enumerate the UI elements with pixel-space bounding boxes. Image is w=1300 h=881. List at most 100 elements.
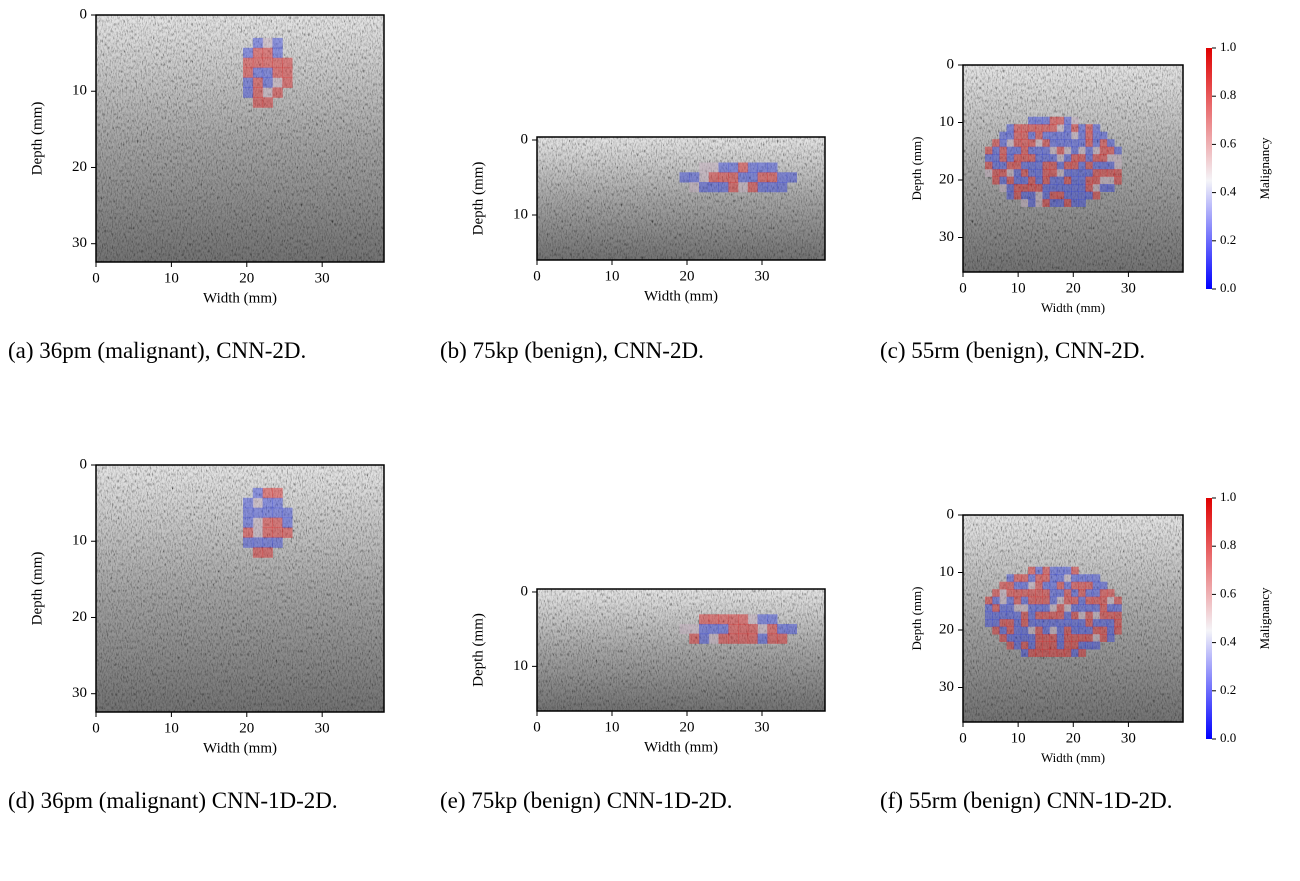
heatmap-cell bbox=[1035, 169, 1043, 178]
heatmap-cell bbox=[1006, 176, 1015, 185]
heatmap-cell bbox=[777, 182, 788, 193]
caption: (e) 75kp (benign) CNN-1D-2D. bbox=[440, 788, 733, 813]
heatmap-cell bbox=[1106, 161, 1115, 170]
heatmap-cell bbox=[1028, 191, 1036, 200]
heatmap-cell bbox=[1071, 116, 1079, 125]
heatmap-cell bbox=[1028, 169, 1036, 178]
y-tick-label: 30 bbox=[72, 685, 87, 701]
heatmap-cell bbox=[786, 172, 797, 183]
heatmap-cell bbox=[1078, 648, 1086, 657]
x-tick-label: 10 bbox=[1011, 730, 1026, 746]
heatmap-cell bbox=[272, 537, 283, 548]
heatmap-cell bbox=[1063, 169, 1072, 178]
heatmap-cell bbox=[1078, 198, 1086, 207]
heatmap-cell bbox=[1092, 619, 1101, 628]
heatmap-cell bbox=[1085, 581, 1094, 590]
y-tick-label: 0 bbox=[947, 506, 955, 522]
heatmap-cell bbox=[282, 517, 293, 529]
heatmap-cell bbox=[1092, 161, 1101, 170]
heatmap-cell bbox=[1020, 198, 1029, 207]
heatmap-cell bbox=[992, 604, 1000, 613]
heatmap-cell bbox=[1006, 146, 1015, 155]
heatmap-cell bbox=[1020, 154, 1029, 163]
heatmap-cell bbox=[699, 172, 710, 183]
heatmap-cell bbox=[777, 623, 788, 635]
heatmap-cell bbox=[1020, 124, 1029, 133]
x-tick-label: 30 bbox=[1121, 730, 1136, 746]
heatmap-cell bbox=[1078, 611, 1086, 620]
heatmap-cell bbox=[1035, 124, 1043, 133]
heatmap-cell bbox=[1028, 184, 1036, 192]
heatmap-cell bbox=[1063, 589, 1072, 598]
heatmap-cell bbox=[999, 184, 1008, 192]
heatmap-cell bbox=[1049, 184, 1058, 192]
heatmap-cell bbox=[1071, 131, 1079, 140]
y-tick-label: 10 bbox=[72, 533, 87, 549]
heatmap-cell bbox=[1078, 169, 1086, 178]
heatmap-cell bbox=[738, 614, 749, 625]
heatmap-cell bbox=[262, 97, 273, 108]
heatmap-cell bbox=[1035, 648, 1043, 657]
heatmap-cell bbox=[1071, 176, 1079, 185]
heatmap-cell bbox=[718, 623, 729, 635]
heatmap-cell bbox=[1056, 611, 1065, 620]
heatmap-cell bbox=[1078, 176, 1086, 185]
heatmap-cell bbox=[1092, 131, 1101, 140]
y-tick-label: 10 bbox=[513, 658, 528, 674]
heatmap-cell bbox=[1020, 176, 1029, 185]
heatmap-cell bbox=[1071, 574, 1079, 583]
heatmap-cell bbox=[1020, 596, 1029, 605]
heatmap-cell bbox=[1020, 604, 1029, 613]
heatmap-cell bbox=[757, 162, 768, 173]
x-axis-label: Width (mm) bbox=[203, 740, 277, 756]
heatmap-cell bbox=[1078, 146, 1086, 155]
heatmap-cell bbox=[1114, 146, 1122, 155]
heatmap-cell bbox=[1085, 169, 1094, 178]
heatmap-cell bbox=[708, 182, 719, 193]
heatmap-cell bbox=[262, 67, 273, 79]
heatmap-cell bbox=[1071, 648, 1079, 657]
heatmap-cell bbox=[728, 623, 739, 635]
heatmap-cell bbox=[767, 623, 778, 635]
heatmap-cell bbox=[1071, 634, 1079, 642]
heatmap-cell bbox=[1056, 648, 1065, 657]
heatmap-cell bbox=[272, 37, 283, 49]
heatmap-cell bbox=[1063, 154, 1072, 163]
heatmap-cell bbox=[1085, 139, 1094, 148]
heatmap-cell bbox=[757, 623, 768, 635]
heatmap-cell bbox=[282, 57, 293, 69]
heatmap-cell bbox=[1035, 619, 1043, 628]
heatmap-cell bbox=[992, 139, 1000, 148]
heatmap-cell bbox=[1092, 139, 1101, 148]
heatmap-cell bbox=[679, 623, 690, 635]
heatmap-cell bbox=[1071, 124, 1079, 133]
heatmap-cell bbox=[252, 57, 264, 69]
heatmap-cell bbox=[1092, 146, 1101, 155]
heatmap-cell bbox=[985, 154, 993, 163]
y-axis-label: Depth (mm) bbox=[909, 137, 924, 201]
heatmap-cell bbox=[1092, 589, 1101, 598]
heatmap-cell bbox=[1020, 191, 1029, 200]
heatmap-cell bbox=[1056, 626, 1065, 635]
y-axis-label: Depth (mm) bbox=[29, 102, 45, 176]
heatmap-cell bbox=[1042, 198, 1051, 207]
heatmap-cell bbox=[1056, 198, 1065, 207]
heatmap-cell bbox=[272, 527, 283, 538]
heatmap-cell bbox=[1092, 176, 1101, 185]
heatmap-cell bbox=[1013, 604, 1022, 613]
heatmap-cell bbox=[1042, 184, 1051, 192]
colorbar-tick-label: 0.2 bbox=[1220, 682, 1236, 697]
heatmap-cell bbox=[262, 57, 273, 69]
heatmap-cell bbox=[1035, 198, 1043, 207]
heatmap-cell bbox=[1006, 131, 1015, 140]
heatmap-cell bbox=[728, 182, 739, 193]
heatmap-cell bbox=[999, 169, 1008, 178]
heatmap-cell bbox=[1049, 131, 1058, 140]
heatmap-cell bbox=[1085, 619, 1094, 628]
heatmap-cell bbox=[1006, 124, 1015, 133]
heatmap-cell bbox=[1063, 191, 1072, 200]
heatmap-cell bbox=[1092, 641, 1101, 650]
heatmap-cell bbox=[1106, 611, 1115, 620]
y-axis-label: Depth (mm) bbox=[909, 587, 924, 651]
heatmap-cell bbox=[252, 47, 264, 59]
